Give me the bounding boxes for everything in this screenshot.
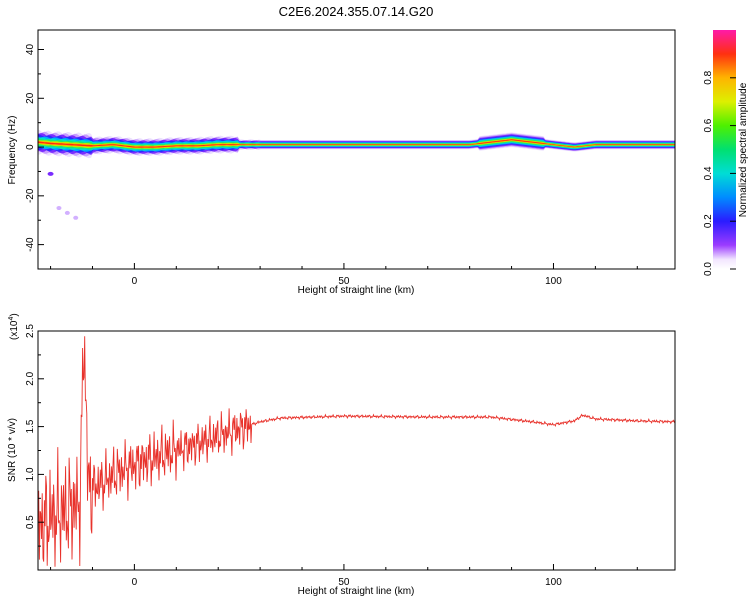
spectrogram-spot xyxy=(47,171,54,176)
y-tick-label: 20 xyxy=(25,92,36,104)
x-tick-label: 100 xyxy=(545,276,562,287)
spectrogram-spot xyxy=(56,206,62,211)
spectrogram-frame xyxy=(37,29,676,270)
snr-y-ticks: 0.5 1.0 1.5 2.0 2.5 xyxy=(25,324,44,547)
y-tick-label: -40 xyxy=(25,237,36,252)
spectrogram-spot xyxy=(73,215,79,220)
snr-frame xyxy=(37,330,676,571)
colorbar: 0.0 0.2 0.4 0.6 0.8 Normalized spectral ampl… xyxy=(703,30,749,276)
y-tick-label: -20 xyxy=(25,188,36,203)
colorbar-tick-label: 0.2 xyxy=(703,214,714,228)
colorbar-tick-label: 0.0 xyxy=(703,262,714,276)
spectrogram-band-layer xyxy=(38,139,675,148)
spectrogram-x-ticks: 0 50 100 xyxy=(50,263,638,287)
y-tick-label: 40 xyxy=(25,44,36,56)
snr-series-line xyxy=(38,336,675,567)
snr-x-ticks: 0 50 100 xyxy=(50,564,638,588)
y-tick-label: 1.5 xyxy=(25,419,36,433)
x-tick-label: 100 xyxy=(545,577,562,588)
spectrogram-panel: 0 50 100 -40 -20 0 20 40 Height of straight li… xyxy=(7,29,676,296)
colorbar-tick-label: 0.6 xyxy=(703,118,714,132)
spectrogram-y-label: Frequency (Hz) xyxy=(7,116,18,185)
y-tick-label: 1.0 xyxy=(25,467,36,481)
x-tick-label: 50 xyxy=(338,276,350,287)
spectrogram-x-label: Height of straight line (km) xyxy=(298,285,415,296)
colorbar-ticks: 0.0 0.2 0.4 0.6 0.8 xyxy=(703,70,736,276)
x-tick-label: 0 xyxy=(132,577,138,588)
y-tick-label: 0.5 xyxy=(25,515,36,529)
spectrogram-y-ticks: -40 -20 0 20 40 xyxy=(25,44,44,270)
colorbar-label: Normalized spectral amplitude xyxy=(738,82,749,217)
snr-y-label: SNR (10 * v/v) xyxy=(7,418,18,482)
snr-x-label: Height of straight line (km) xyxy=(298,586,415,597)
snr-y-multiplier: (x104) xyxy=(8,313,20,340)
snr-panel: 0 50 100 0.5 1.0 1.5 2.0 2.5 Height of straigh… xyxy=(7,313,676,597)
snr-plot-area xyxy=(38,336,675,567)
y-tick-label: 0 xyxy=(25,144,36,150)
y-tick-label: 2.0 xyxy=(25,371,36,385)
x-tick-label: 50 xyxy=(338,577,350,588)
spectrogram-heatmap xyxy=(38,129,675,220)
colorbar-strip xyxy=(713,30,736,269)
x-tick-label: 0 xyxy=(132,276,138,287)
colorbar-tick-label: 0.8 xyxy=(703,70,714,84)
y-tick-label: 2.5 xyxy=(25,324,36,338)
figure-title: C2E6.2024.355.07.14.G20 xyxy=(279,4,434,19)
colorbar-tick-label: 0.4 xyxy=(703,166,714,180)
spectrogram-spot xyxy=(64,210,70,215)
